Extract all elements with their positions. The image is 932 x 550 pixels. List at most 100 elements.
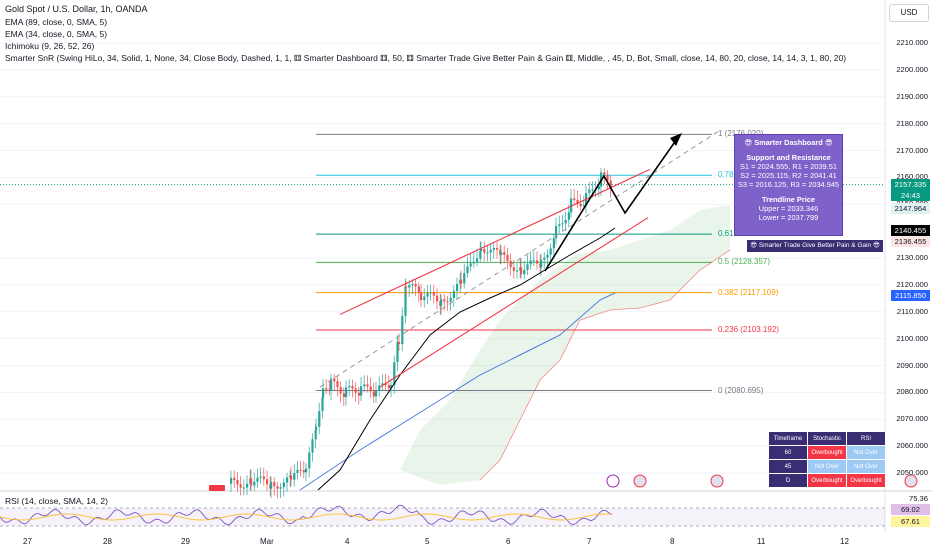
rsi-ma-tag: 67.61 [891,516,930,527]
price-axis-label: 2170.000 [896,145,928,155]
us-flag-icon [633,474,647,488]
candle-body [480,248,483,252]
time-axis-label: 27 [23,537,32,546]
candle-body [489,249,492,253]
time-axis-label: 6 [506,537,511,546]
smarter-trade-label: 😎 Smarter Trade Give Better Pain & Gain … [747,240,883,252]
us-flag-icon [904,474,918,488]
candle-body [452,291,455,298]
th-stochastic: Stochastic [807,431,847,446]
price-axis-label: 2160.000 [896,172,928,182]
candle-body [405,286,408,288]
rsi-band [0,508,885,526]
price-axis-label: 2130.000 [896,253,928,262]
fib-label: 0 (2080.695) [718,385,764,395]
candle-body [609,180,612,189]
candle-body [233,477,236,480]
candle-body [436,295,439,302]
dashboard-upper: Upper = 2033.346 [758,204,819,213]
price-axis-label: 2050.000 [896,468,928,477]
event-marker [209,485,225,491]
row-rsi: Not Over [846,445,886,460]
candle-body [325,388,328,390]
candle-body [408,285,411,288]
candle-body [348,386,351,388]
smarter-dashboard-panel: 😎 Smarter Dashboard 😎 Support and Resist… [734,134,843,236]
candle-body [476,258,479,262]
rsi-pane [0,504,885,527]
price-axis-label: 2060.000 [896,441,928,451]
channel-upper [339,168,651,315]
candle-body [523,270,526,275]
indicator-ema89[interactable]: EMA (89, close, 0, SMA, 5) [5,17,108,27]
candle-body [390,385,393,389]
dashboard-sr-heading: Support and Resistance [746,153,831,162]
projection-arrowhead [670,133,682,146]
fib-label: 0.786 [718,170,739,180]
candle-body [330,378,333,391]
candle-body [532,260,535,262]
candle-body [606,174,609,181]
candle-body [503,252,506,255]
fib-label: 0.5 (2128.357) [718,257,771,267]
candle-body [512,267,515,271]
candle-body [290,475,293,480]
symbol-title: Gold Spot / U.S. Dollar, 1h, OANDA [5,4,148,14]
dashboard-title: 😎 Smarter Dashboard 😎 [744,138,833,147]
candle-body [393,362,396,386]
candle-body [446,301,449,303]
row-tf: 45 [768,459,808,474]
candle-body [311,439,314,453]
candle-body [333,378,336,382]
candle-body [603,172,606,175]
price-axis-label: 2200.000 [896,64,928,74]
candle-body [463,273,466,284]
candle-body [469,263,472,267]
candle-body [321,397,324,411]
row-rsi: Not Over [846,459,886,474]
candle-body [449,297,452,302]
th-timeframe: Timeframe [768,431,808,446]
candle-body [500,252,503,256]
cloud-tag: 2136.455 [891,236,930,247]
candle-body [270,481,273,489]
dashboard-trendline-heading: Trendline Price [762,195,815,204]
candle-body [357,392,360,396]
price-axis-label: 2090.000 [896,360,928,370]
candle-body [404,286,407,316]
candle-body [526,264,529,271]
candle-body [262,476,265,480]
candle-body [381,383,384,386]
time-axis-label: 4 [345,537,350,546]
candle-body [549,248,552,255]
rsi-legend[interactable]: RSI (14, close, SMA, 14, 2) [5,496,108,506]
chart-grid [0,0,932,532]
rsi-value-tag: 69.02 [891,504,930,515]
candle-body [354,388,357,393]
indicator-ichimoku[interactable]: Ichimoku (9, 26, 52, 26) [5,41,95,51]
candle-body [398,341,401,345]
dashboard-line-3: S3 = 2016.125, R3 = 2034.945 [737,180,840,189]
last-price-tag: 2157.335 [891,179,930,190]
candle-body [322,388,325,398]
ema34-line [317,227,616,491]
indicator-smarter-snr[interactable]: Smarter SnR (Swing HiLo, 34, Solid, 1, N… [5,53,847,63]
candle-body [567,212,570,220]
indicator-ema34[interactable]: EMA (34, close, 0, SMA, 5) [5,29,108,39]
channel-lower [379,217,649,388]
candle-body [328,389,331,391]
candle-body [305,468,308,473]
candle-body [375,390,378,397]
candle-body [253,481,256,486]
candle-body [363,384,366,387]
candle-body [250,478,253,486]
row-stoch: Overbought [807,445,847,460]
currency-button[interactable]: USD [889,4,929,22]
candle-body [242,487,245,489]
trend-overlay [209,131,918,491]
time-axis-label: 28 [103,537,112,546]
candle-body [588,189,591,194]
price-axis-label: 2080.000 [896,387,928,397]
candle-body [432,292,435,296]
